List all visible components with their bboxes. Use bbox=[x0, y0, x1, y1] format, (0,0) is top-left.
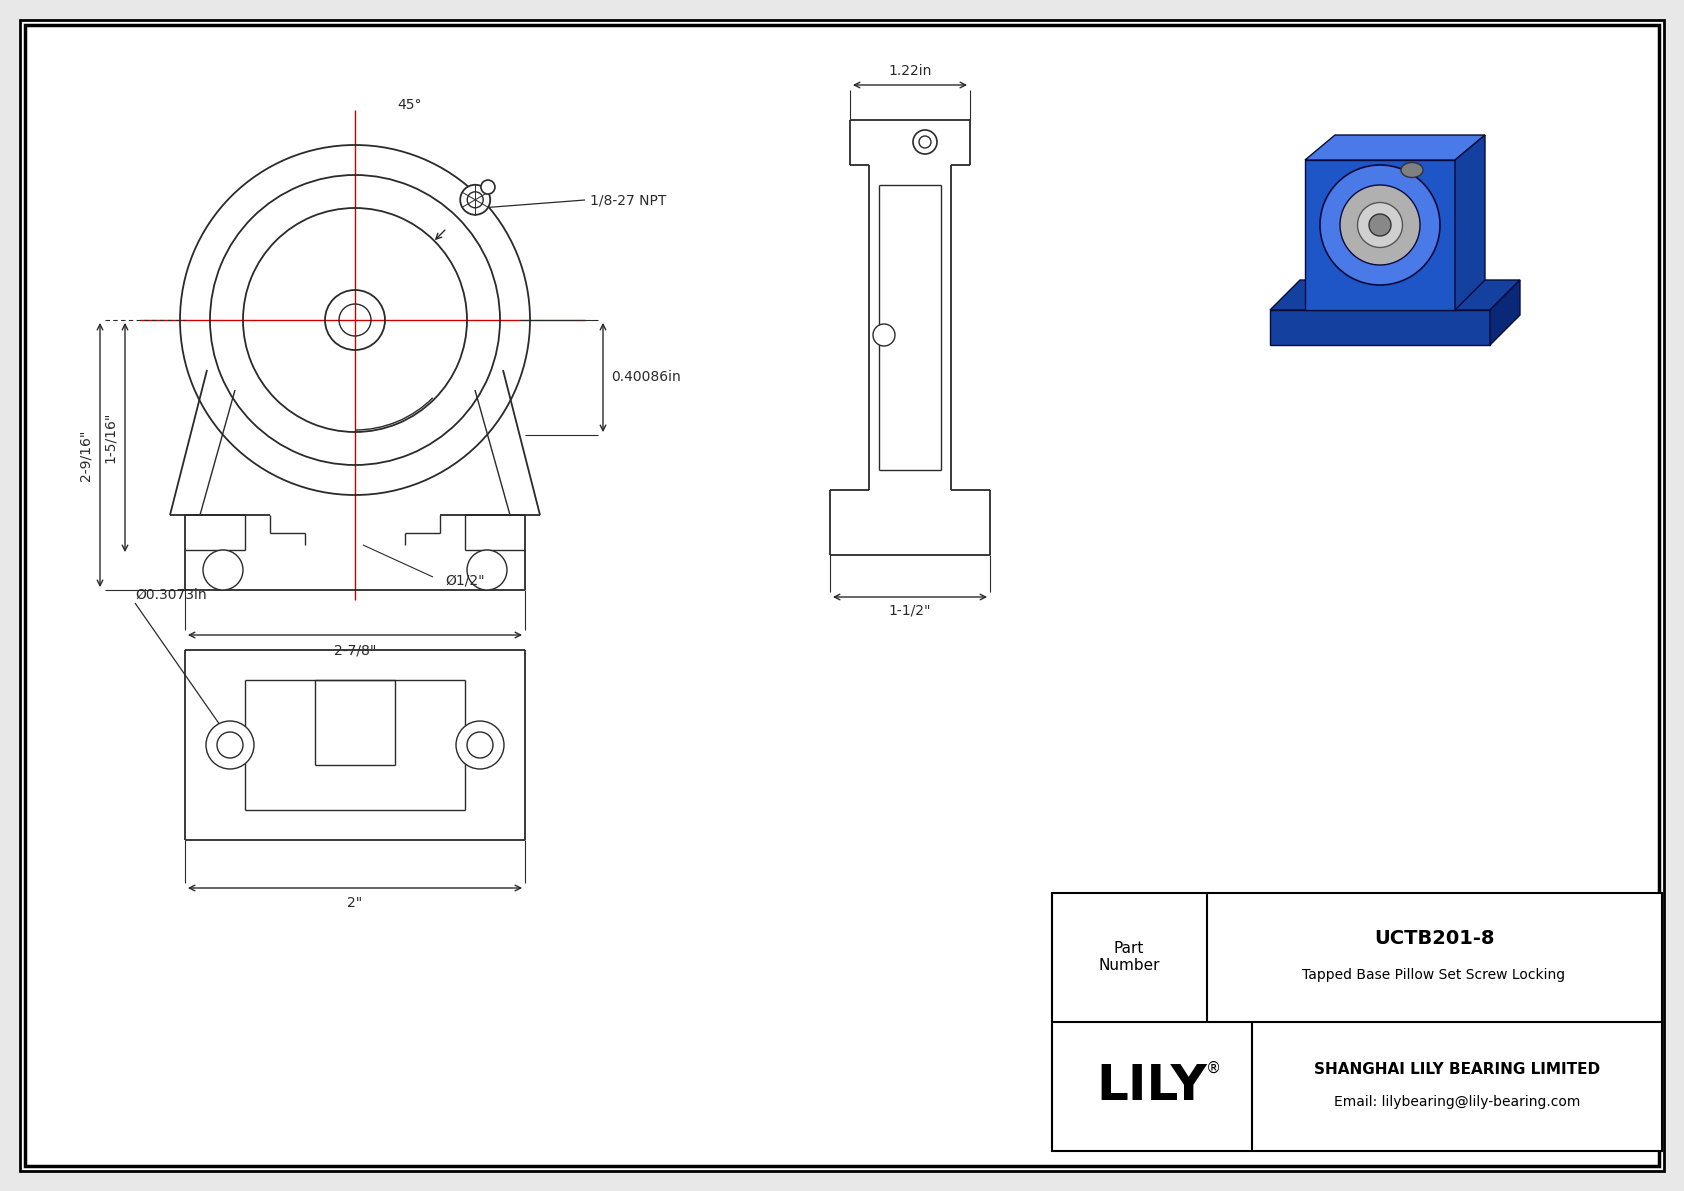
Text: 1-5/16": 1-5/16" bbox=[103, 411, 116, 462]
Text: Part
Number: Part Number bbox=[1098, 941, 1160, 973]
Text: UCTB201-8: UCTB201-8 bbox=[1374, 929, 1494, 948]
Text: 1/8-27 NPT: 1/8-27 NPT bbox=[589, 193, 667, 207]
Ellipse shape bbox=[1320, 166, 1440, 285]
Ellipse shape bbox=[1357, 202, 1403, 248]
Text: 1.22in: 1.22in bbox=[889, 64, 931, 77]
Ellipse shape bbox=[1369, 214, 1391, 236]
Text: ®: ® bbox=[1206, 1060, 1221, 1075]
Polygon shape bbox=[1305, 135, 1485, 160]
Text: 2-9/16": 2-9/16" bbox=[77, 429, 93, 481]
Circle shape bbox=[456, 721, 504, 769]
Text: 2-7/8": 2-7/8" bbox=[333, 643, 376, 657]
Text: LILY: LILY bbox=[1096, 1062, 1207, 1110]
Text: Tapped Base Pillow Set Screw Locking: Tapped Base Pillow Set Screw Locking bbox=[1302, 968, 1566, 983]
Text: 0.40086in: 0.40086in bbox=[611, 370, 680, 384]
Text: SHANGHAI LILY BEARING LIMITED: SHANGHAI LILY BEARING LIMITED bbox=[1314, 1062, 1600, 1078]
Text: 2": 2" bbox=[347, 896, 362, 910]
Circle shape bbox=[460, 185, 490, 214]
Polygon shape bbox=[1270, 280, 1521, 310]
Text: 1-1/2": 1-1/2" bbox=[889, 604, 931, 618]
Bar bbox=[1052, 893, 1662, 1151]
Ellipse shape bbox=[1340, 185, 1420, 266]
Text: Ø0.3073in: Ø0.3073in bbox=[135, 588, 207, 601]
Circle shape bbox=[466, 550, 507, 590]
Polygon shape bbox=[1490, 280, 1521, 345]
Circle shape bbox=[204, 550, 242, 590]
Circle shape bbox=[913, 130, 936, 154]
Polygon shape bbox=[1305, 160, 1455, 310]
Polygon shape bbox=[1455, 135, 1485, 310]
Circle shape bbox=[872, 324, 894, 347]
Ellipse shape bbox=[1401, 162, 1423, 177]
Circle shape bbox=[482, 180, 495, 194]
Circle shape bbox=[205, 721, 254, 769]
Text: Ø1/2": Ø1/2" bbox=[445, 573, 485, 587]
Text: 45°: 45° bbox=[397, 98, 423, 112]
Polygon shape bbox=[1270, 310, 1490, 345]
Text: Email: lilybearing@lily-bearing.com: Email: lilybearing@lily-bearing.com bbox=[1334, 1095, 1580, 1109]
